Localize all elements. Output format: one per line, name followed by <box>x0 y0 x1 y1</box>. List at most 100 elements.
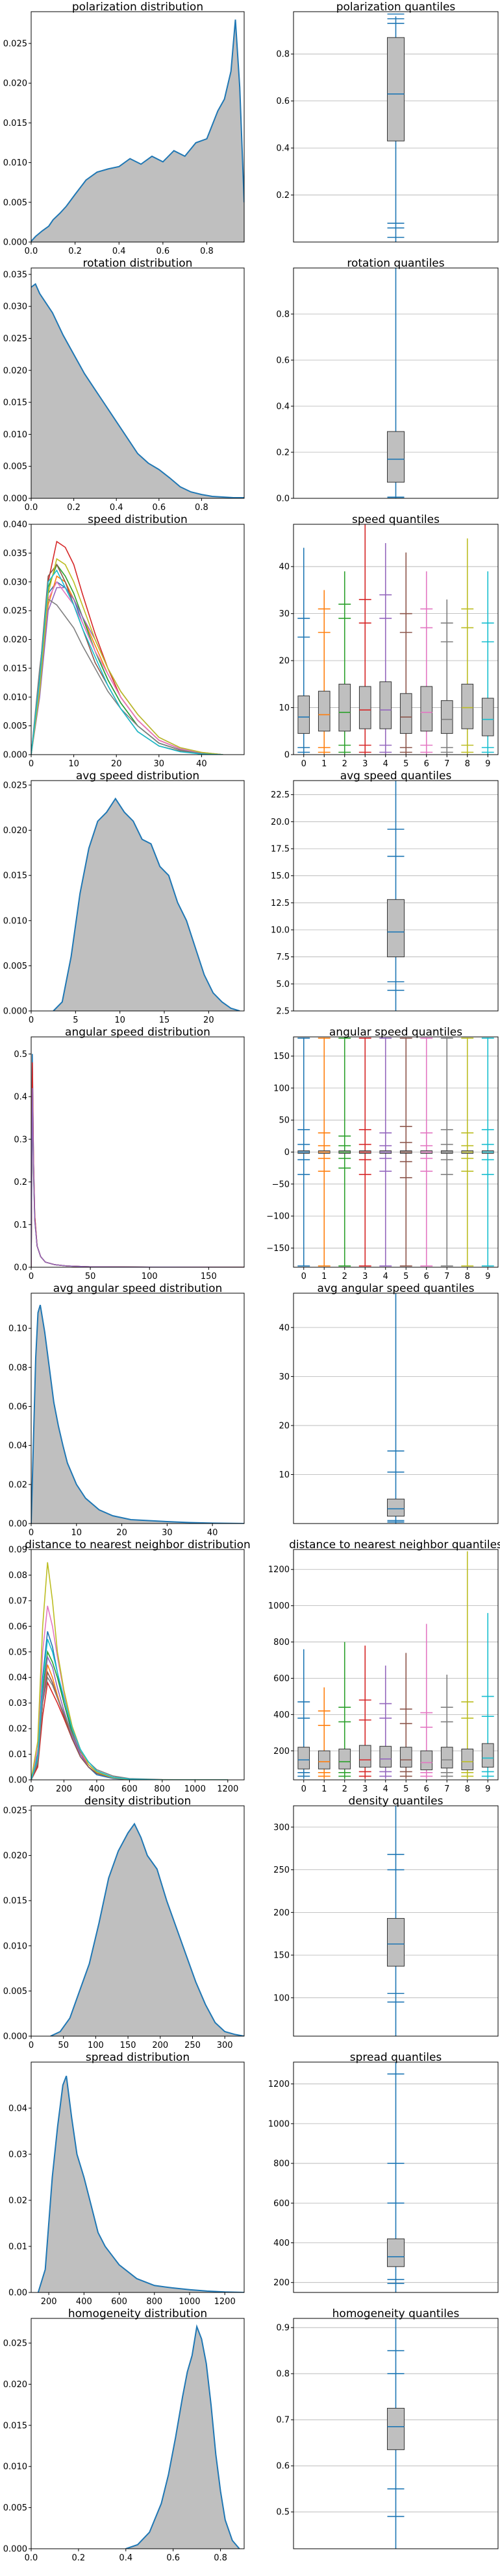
box-0 <box>387 1806 405 2036</box>
chart-title: avg angular speed distribution <box>53 1282 223 1295</box>
y-tick-label: 5.0 <box>276 980 290 990</box>
x-tick-label: 5 <box>403 759 408 769</box>
x-tick-label: 300 <box>217 2041 233 2050</box>
x-tick-label: 1000 <box>184 1784 206 1794</box>
box-body <box>358 686 371 729</box>
plot-marks <box>31 1304 244 1524</box>
y-tick-label: 0.00 <box>8 2289 27 2298</box>
x-tick-label: 1 <box>321 1272 327 1282</box>
y-tick-label: 800 <box>273 1638 290 1647</box>
x-tick-label: 1200 <box>217 1784 238 1794</box>
x-tick-label: 1 <box>321 1784 327 1794</box>
y-tick-label: 0.015 <box>3 871 27 881</box>
y-tick-label: 0.08 <box>8 1571 27 1581</box>
x-tick-label: 8 <box>465 759 470 769</box>
x-tick-label: 0.2 <box>68 247 82 256</box>
axes-frame <box>293 11 499 243</box>
y-tick-label: 0.0 <box>14 1263 27 1273</box>
x-tick-label: 10 <box>68 759 79 769</box>
box-body <box>318 1750 331 1769</box>
series-line-1 <box>31 575 223 755</box>
y-tick-label: 0.035 <box>3 549 27 559</box>
box-4 <box>379 1665 392 1779</box>
x-tick-label: 7 <box>444 1272 449 1282</box>
x-tick-label: 0.6 <box>152 503 166 513</box>
y-tick-label: 0.005 <box>3 1987 27 1997</box>
plot-marks <box>53 797 240 1011</box>
x-tick-label: 0 <box>29 1528 34 1538</box>
x-tick-label: 20 <box>203 1015 214 1025</box>
chart-title: distance to nearest neighbor distributio… <box>25 1538 251 1551</box>
x-tick-label: 0 <box>301 1784 306 1794</box>
series-line-6 <box>31 581 223 755</box>
y-tick-label: 0.020 <box>3 79 27 89</box>
box-5 <box>399 1037 412 1267</box>
x-tick-label: 8 <box>465 1784 470 1794</box>
y-tick-label: 0.010 <box>3 430 27 440</box>
area-fill <box>31 19 244 242</box>
x-tick-label: 20 <box>111 759 122 769</box>
y-tick-label: 200 <box>273 1908 290 1918</box>
x-tick-label: 200 <box>152 2041 168 2050</box>
box-body <box>387 1918 405 1967</box>
box-body <box>387 1498 405 1517</box>
area-fill <box>31 284 244 498</box>
box-6 <box>420 1037 433 1267</box>
y-tick-label: 0.7 <box>276 2416 290 2425</box>
chart-15: density quantiles 100 150 200 250 300 <box>273 1795 499 2037</box>
y-tick-label: 0.025 <box>3 607 27 616</box>
chart-title: homogeneity distribution <box>68 2307 207 2320</box>
box-0 <box>387 13 405 242</box>
y-tick-label: 600 <box>273 2199 290 2209</box>
box-2 <box>338 1037 351 1267</box>
y-tick-label: 0.6 <box>276 356 290 366</box>
box-1 <box>318 1037 331 1267</box>
chart-title: speed quantiles <box>352 513 440 526</box>
x-tick-label: 3 <box>362 1272 368 1282</box>
plot-marks <box>387 2062 405 2292</box>
series-line <box>37 2075 244 2292</box>
x-tick-label: 0 <box>301 759 306 769</box>
y-tick-label: 0.02 <box>8 1480 27 1490</box>
y-tick-label: 0.015 <box>3 2421 27 2431</box>
y-tick-label: 0.03 <box>8 2150 27 2160</box>
y-tick-label: 0.8 <box>276 50 290 60</box>
box-0 <box>387 781 405 1011</box>
y-tick-label: 0.005 <box>3 2503 27 2513</box>
box-body <box>379 1745 392 1768</box>
x-tick-label: 0 <box>29 1784 34 1794</box>
y-tick-label: 0.09 <box>8 1546 27 1555</box>
x-tick-label: 200 <box>56 1784 72 1794</box>
plot-marks <box>31 1054 244 1267</box>
box-body <box>387 899 405 958</box>
series-line-3 <box>31 1062 244 1267</box>
y-tick-label: 1200 <box>268 1565 290 1575</box>
box-body <box>461 683 474 729</box>
x-tick-label: 30 <box>162 1528 173 1538</box>
box-3 <box>358 1037 371 1267</box>
box-body <box>387 431 405 483</box>
x-tick-label: 7 <box>444 1784 449 1794</box>
x-tick-label: 0.0 <box>25 503 38 513</box>
y-tick-label: 40 <box>279 563 290 572</box>
y-tick-label: 0.020 <box>3 1851 27 1861</box>
y-tick-label: 0.005 <box>3 462 27 472</box>
x-tick-label: 0.0 <box>25 2553 38 2563</box>
series-line-6 <box>31 1605 228 1780</box>
series-line <box>31 19 244 242</box>
area-fill <box>38 2076 244 2292</box>
axes-frame <box>293 267 499 499</box>
x-tick-label: 1000 <box>179 2297 200 2307</box>
y-tick-label: 0.04 <box>8 1441 27 1451</box>
y-tick-label: 0.010 <box>3 916 27 926</box>
x-tick-label: 200 <box>41 2297 57 2307</box>
y-tick-label: 0.02 <box>8 2196 27 2206</box>
y-tick-label: 0.015 <box>3 664 27 674</box>
axes-frame <box>31 1293 245 1524</box>
axes-frame <box>31 1805 245 2037</box>
y-tick-label: 30 <box>279 609 290 619</box>
x-tick-label: 40 <box>196 759 207 769</box>
x-tick-label: 1200 <box>214 2297 236 2307</box>
chart-title: avg speed distribution <box>76 770 199 783</box>
series-line-8 <box>31 1562 228 1780</box>
